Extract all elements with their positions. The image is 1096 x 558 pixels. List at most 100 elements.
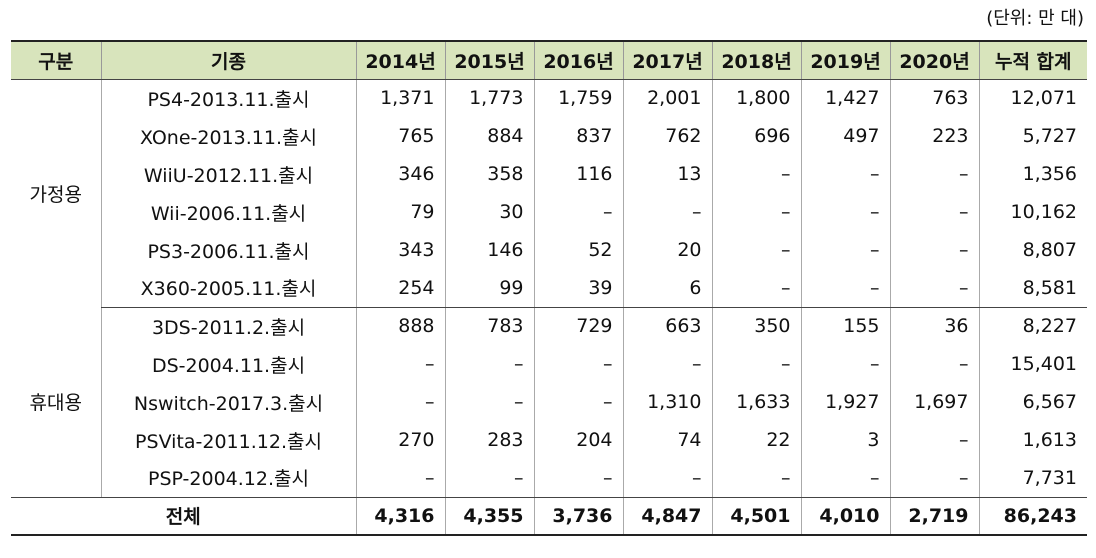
value-cell: – [444, 383, 534, 421]
value-cell: 1,800 [711, 79, 801, 117]
value-cell: – [889, 231, 979, 269]
header-cell: 2015년 [444, 40, 534, 80]
value-cell: 343 [355, 231, 445, 269]
value-cell: 1,371 [355, 79, 445, 117]
value-cell: – [533, 459, 623, 498]
total-value-cell: 2,719 [889, 496, 979, 536]
value-cell: 254 [355, 269, 445, 308]
model-cell: XOne-2013.11.출시 [100, 117, 356, 155]
value-cell: 155 [800, 307, 890, 345]
value-cell: 15,401 [978, 345, 1087, 383]
value-cell: 783 [444, 307, 534, 345]
value-cell: 1,356 [978, 155, 1087, 193]
value-cell: 204 [533, 421, 623, 459]
model-cell: PSVita-2011.12.출시 [100, 421, 356, 459]
value-cell: – [800, 269, 890, 308]
model-cell: PS4-2013.11.출시 [100, 79, 356, 117]
total-value-cell: 4,355 [444, 496, 534, 536]
value-cell: 1,759 [533, 79, 623, 117]
value-cell: 763 [889, 79, 979, 117]
value-cell: 1,427 [800, 79, 890, 117]
value-cell: 20 [622, 231, 712, 269]
value-cell: – [889, 459, 979, 498]
value-cell: 6,567 [978, 383, 1087, 421]
total-value-cell: 4,501 [711, 496, 801, 536]
value-cell: – [889, 193, 979, 231]
table-row: DS-2004.11.출시 – – – – – – –15,401 [11, 345, 1087, 383]
total-row: 전체 4,316 4,355 3,736 4,847 4,501 4,010 2,719 86,… [11, 496, 1087, 536]
value-cell: 36 [889, 307, 979, 345]
total-value-cell: 86,243 [978, 496, 1087, 536]
value-cell: 39 [533, 269, 623, 308]
table-row: PS3-2006.11.출시 343 146 52 20– – –8,807 [11, 231, 1087, 269]
value-cell: 696 [711, 117, 801, 155]
value-cell: 762 [622, 117, 712, 155]
value-cell: 346 [355, 155, 445, 193]
table-row: PSP-2004.12.출시 – – – – – – –7,731 [11, 459, 1087, 498]
value-cell: – [711, 231, 801, 269]
value-cell: – [800, 193, 890, 231]
header-cell: 2016년 [533, 40, 623, 80]
value-cell: – [533, 345, 623, 383]
unit-note: (단위: 만 대) [986, 8, 1084, 29]
table-row: WiiU-2012.11.출시 346 358 116 13– – –1,356 [11, 155, 1087, 193]
value-cell: 30 [444, 193, 534, 231]
table-row: X360-2005.11.출시 254 99 39 6– – –8,581 [11, 269, 1087, 308]
total-value-cell: 4,010 [800, 496, 890, 536]
header-row: 구분 기종 2014년 2015년 2016년 2017년 2018년 2019년 2020년 누… [11, 40, 1087, 80]
value-cell: – [444, 459, 534, 498]
value-cell: 350 [711, 307, 801, 345]
value-cell: – [800, 459, 890, 498]
total-label: 전체 [11, 496, 356, 536]
value-cell: – [711, 345, 801, 383]
value-cell: 8,227 [978, 307, 1087, 345]
table-row: 휴대용 3DS-2011.2.출시 888 783 729 663 350 155 36 8,22… [11, 307, 1087, 414]
value-cell: – [444, 345, 534, 383]
table-row: Wii-2006.11.출시 79 30– – – – –10,162 [11, 193, 1087, 231]
table-row: XOne-2013.11.출시 765 884 837 762 696 497 223 5,72… [11, 117, 1087, 155]
value-cell: – [889, 345, 979, 383]
value-cell: – [622, 345, 712, 383]
value-cell: – [800, 231, 890, 269]
header-cell: 2017년 [622, 40, 712, 80]
value-cell: – [355, 459, 445, 498]
header-cell: 기종 [100, 40, 356, 80]
value-cell: 7,731 [978, 459, 1087, 498]
total-value-cell: 4,847 [622, 496, 712, 536]
value-cell: – [533, 383, 623, 421]
value-cell: 358 [444, 155, 534, 193]
value-cell: 1,927 [800, 383, 890, 421]
table-row: 가정용 PS4-2013.11.출시 1,371 1,773 1,759 2,001 1,8… [11, 79, 1087, 206]
value-cell: – [711, 459, 801, 498]
total-value-cell: 3,736 [533, 496, 623, 536]
value-cell: 52 [533, 231, 623, 269]
value-cell: – [355, 345, 445, 383]
value-cell: 270 [355, 421, 445, 459]
value-cell: 99 [444, 269, 534, 308]
value-cell: 8,807 [978, 231, 1087, 269]
model-cell: X360-2005.11.출시 [100, 269, 356, 308]
value-cell: – [622, 193, 712, 231]
value-cell: 8,581 [978, 269, 1087, 308]
value-cell: 1,773 [444, 79, 534, 117]
value-cell: 79 [355, 193, 445, 231]
value-cell: – [800, 155, 890, 193]
category-cell: 휴대용 [29, 392, 82, 415]
value-cell: 116 [533, 155, 623, 193]
header-cell: 2020년 [889, 40, 979, 80]
value-cell: 1,613 [978, 421, 1087, 459]
value-cell: 6 [622, 269, 712, 308]
table-body: 가정용 PS4-2013.11.출시 1,371 1,773 1,759 2,001 1,8… [11, 79, 1087, 536]
value-cell: 12,071 [978, 79, 1087, 117]
value-cell: 888 [355, 307, 445, 345]
model-cell: Nswitch-2017.3.출시 [100, 383, 356, 421]
value-cell: – [889, 155, 979, 193]
value-cell: 74 [622, 421, 712, 459]
header-cell: 2019년 [800, 40, 890, 80]
value-cell: 22 [711, 421, 801, 459]
value-cell: 1,310 [622, 383, 712, 421]
header-cell: 2018년 [711, 40, 801, 80]
value-cell: 1,697 [889, 383, 979, 421]
value-cell: 223 [889, 117, 979, 155]
value-cell: 663 [622, 307, 712, 345]
